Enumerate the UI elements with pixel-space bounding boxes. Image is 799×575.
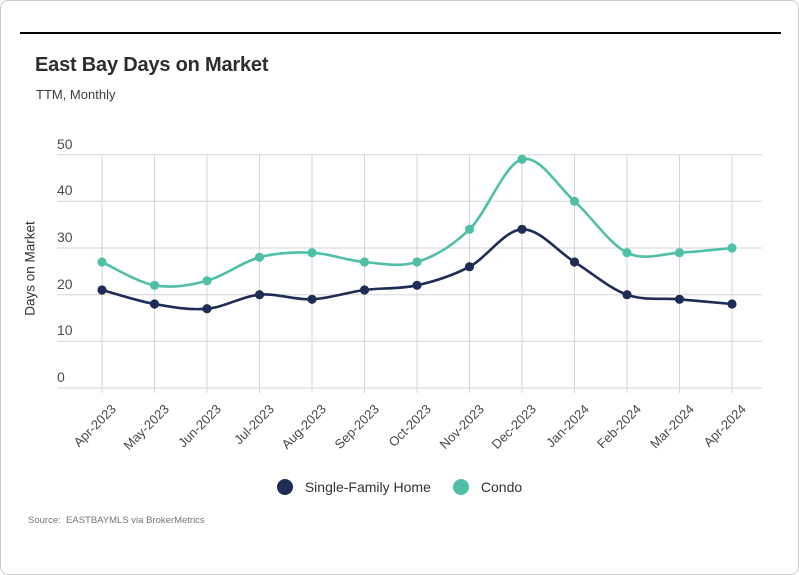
data-point (202, 304, 212, 314)
data-point (149, 299, 160, 309)
data-point (359, 285, 370, 295)
source-note: Source: EASTBAYMLS via BrokerMetrics (28, 515, 205, 526)
y-tick-label: 20 (57, 275, 73, 292)
data-point (97, 285, 107, 295)
data-point (412, 280, 422, 290)
legend-dot-icon (452, 479, 469, 495)
data-point (412, 257, 422, 267)
legend-label: Single-Family Home (304, 479, 431, 495)
y-tick-label: 50 (57, 135, 73, 152)
data-point (569, 257, 580, 267)
page-title: East Bay Days on Market (35, 54, 269, 76)
data-point (149, 280, 160, 290)
data-point (254, 252, 265, 262)
chart-subtitle: TTM, Monthly (36, 87, 116, 102)
data-point (254, 290, 265, 300)
data-point (359, 257, 370, 267)
y-tick-label: 40 (57, 182, 73, 199)
data-point (727, 243, 737, 253)
data-point (517, 224, 527, 234)
legend-dot-icon (276, 479, 293, 495)
data-point (464, 262, 475, 272)
data-point (307, 294, 317, 304)
data-point (727, 299, 737, 309)
legend-label: Condo (480, 479, 523, 495)
data-point (97, 257, 107, 267)
legend-item-condo: Condo (452, 479, 523, 495)
y-axis-title: Days on Market (22, 221, 38, 316)
data-point (307, 248, 317, 258)
legend-item-single-family: Single-Family Home (276, 479, 431, 495)
data-point (517, 154, 527, 164)
data-point (464, 224, 475, 234)
y-tick-label: 0 (57, 369, 65, 385)
y-tick-label: 30 (57, 229, 73, 245)
y-tick-label: 10 (57, 322, 73, 339)
data-point (674, 294, 685, 304)
data-point (622, 290, 632, 300)
top-accent-rule (20, 32, 781, 34)
data-point (622, 248, 632, 258)
data-point (674, 248, 685, 258)
legend: Single-Family Home Condo (1, 479, 798, 495)
data-point (202, 276, 212, 286)
data-point (569, 196, 580, 206)
